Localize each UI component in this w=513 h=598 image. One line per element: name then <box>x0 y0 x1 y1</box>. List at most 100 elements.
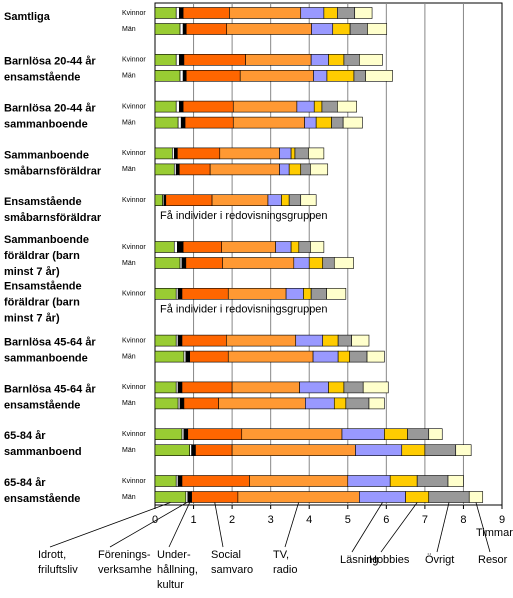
group-label: småbarnsföräldrar <box>4 212 102 224</box>
bar-segment <box>218 397 306 410</box>
bar-segment <box>303 287 312 300</box>
bar-segment <box>180 116 186 129</box>
group-label: Sammanboende <box>4 234 89 246</box>
group-label: Barnlösa 20-44 år <box>4 56 96 68</box>
bar-segment <box>351 334 370 347</box>
bar-segment <box>313 100 323 113</box>
bar-segment <box>178 7 184 19</box>
bar-segment <box>226 23 312 35</box>
bar-segment <box>219 147 280 160</box>
bar-segment <box>177 287 183 300</box>
bar-segment <box>182 70 187 82</box>
x-tick-label: 6 <box>383 514 389 526</box>
bar-segment <box>183 53 246 66</box>
bar-segment <box>315 116 332 129</box>
legend-label: Övrigt <box>425 554 454 566</box>
row-label: Kvinnor <box>122 291 146 298</box>
x-axis-label: Timmar <box>476 527 513 539</box>
row-label: Kvinnor <box>122 197 146 204</box>
bar-segment <box>288 163 302 176</box>
bar-segment <box>300 7 325 19</box>
legend-leader <box>436 502 450 553</box>
bar-segment <box>389 475 418 487</box>
bar-segment <box>177 381 183 394</box>
bar-segment <box>331 116 344 129</box>
bar-segment <box>184 116 234 129</box>
bar-segment <box>187 491 192 503</box>
bar-segment <box>175 53 180 66</box>
bar-segment <box>154 350 185 363</box>
bar-segment <box>232 100 298 113</box>
bar-segment <box>178 53 185 66</box>
bar-segment <box>154 381 177 394</box>
bar-segment <box>296 100 315 113</box>
bar-segment <box>299 381 329 394</box>
bar-segment <box>349 350 368 363</box>
bar-segment <box>311 23 334 35</box>
group-label: Samtliga <box>4 11 51 23</box>
bar-segment <box>189 350 229 363</box>
bar-segment <box>221 241 276 253</box>
bar-segment <box>345 397 370 410</box>
x-tick-label: 7 <box>422 514 428 526</box>
group-label: Ensamstående <box>4 196 82 208</box>
x-tick-label: 4 <box>306 514 312 526</box>
bar-segment <box>154 53 177 66</box>
legend-leader <box>168 502 191 548</box>
bar-segment <box>455 444 472 457</box>
bar-segment <box>181 475 250 487</box>
bar-segment <box>326 287 347 300</box>
bar-segment <box>154 287 177 300</box>
legend-label: friluftsliv <box>38 564 78 576</box>
bar-segment <box>183 397 219 410</box>
bar-segment <box>285 287 304 300</box>
bar-segment <box>355 444 403 457</box>
legend-leader <box>380 502 418 553</box>
bar-segment <box>332 23 351 35</box>
group-label: ensamstående <box>4 493 80 505</box>
bar-segment <box>191 444 196 457</box>
bar-segment <box>365 70 393 82</box>
bar-segment <box>312 350 339 363</box>
bar-segment <box>310 53 329 66</box>
bar-segment <box>182 7 230 19</box>
bar-segment <box>185 350 191 363</box>
bar-segment <box>347 475 391 487</box>
bar-segment <box>179 70 184 82</box>
bar-segment <box>321 100 338 113</box>
x-tick-label: 9 <box>499 514 505 526</box>
bar-segment <box>154 428 183 441</box>
bar-segment <box>290 147 296 160</box>
bar-segment <box>313 70 328 82</box>
bar-segment <box>175 163 180 176</box>
group-label: föräldrar (barn <box>4 250 80 262</box>
bar-segment <box>416 475 449 487</box>
group-label: minst 7 år) <box>4 266 60 278</box>
bar-segment <box>179 397 185 410</box>
bar-segment <box>405 491 430 503</box>
bar-segment <box>300 194 317 206</box>
legend-label: Förenings- <box>98 549 151 561</box>
bar-segment <box>359 53 383 66</box>
bar-segment <box>178 163 211 176</box>
bar-segment <box>185 70 241 82</box>
bar-segment <box>195 444 233 457</box>
group-label: föräldrar (barn <box>4 297 80 309</box>
bar-segment <box>367 23 388 35</box>
bar-segment <box>308 147 325 160</box>
bar-segment <box>337 7 356 19</box>
bar-segment <box>154 334 177 347</box>
bar-segment <box>173 241 178 253</box>
bar-segment <box>304 116 317 129</box>
bar-segment <box>281 194 290 206</box>
bar-segment <box>154 475 177 487</box>
bar-segment <box>241 428 343 441</box>
bar-segment <box>177 241 184 253</box>
x-tick-label: 3 <box>268 514 274 526</box>
bar-segment <box>322 334 339 347</box>
bar-segment <box>154 194 164 206</box>
bar-segment <box>290 241 300 253</box>
group-label: Barnlösa 45-64 år <box>4 337 96 349</box>
bar-segment <box>185 23 228 35</box>
row-label: Kvinnor <box>122 384 146 391</box>
